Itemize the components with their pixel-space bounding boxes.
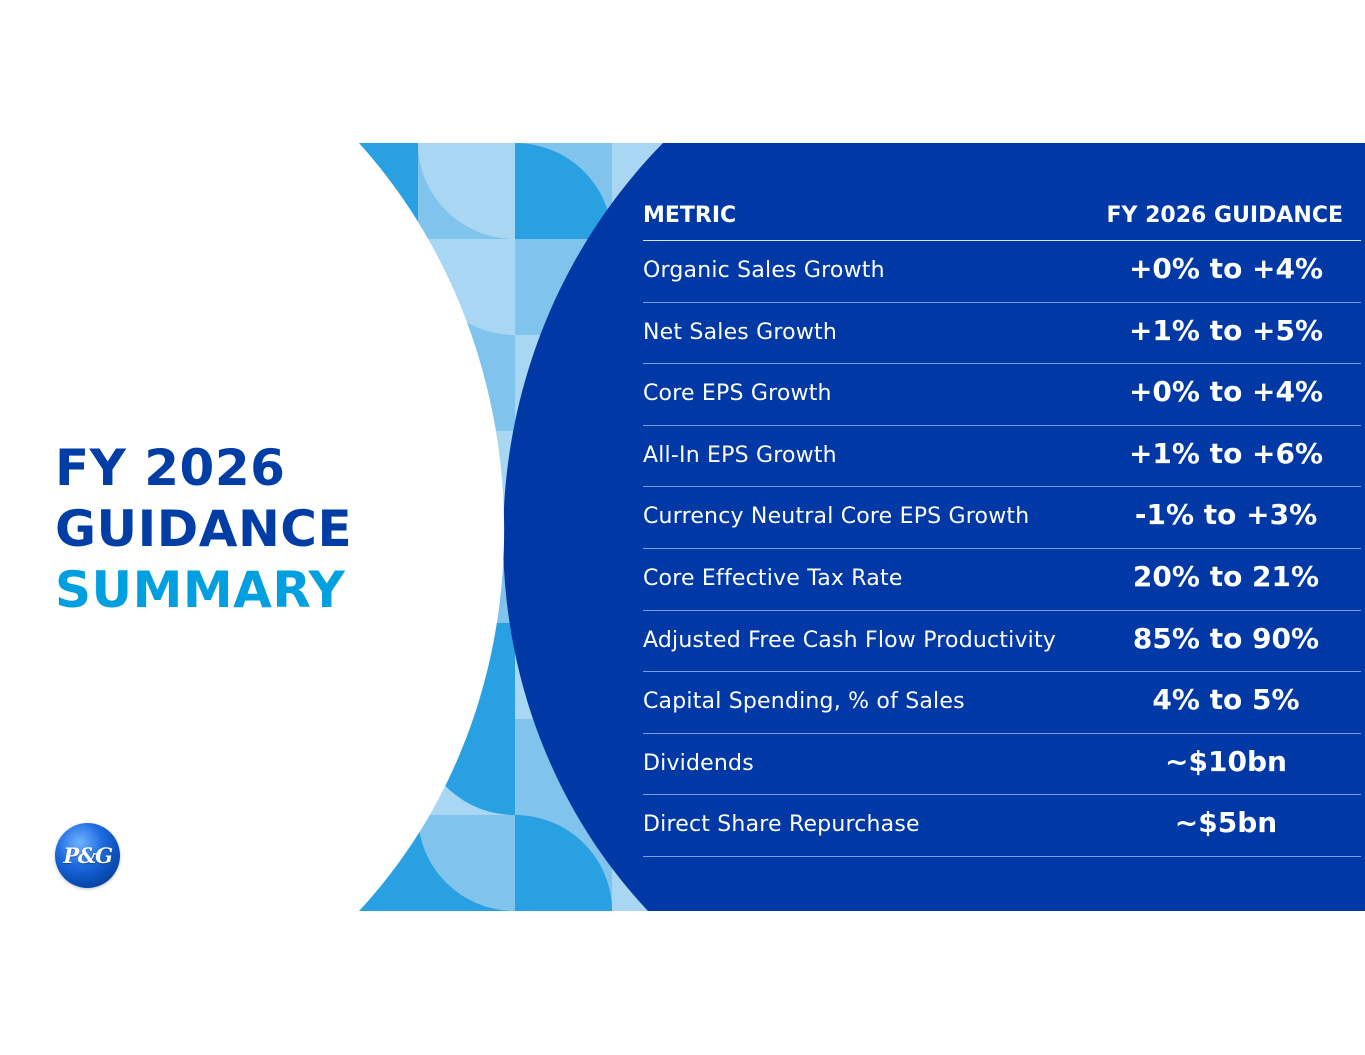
header-guidance: FY 2026 GUIDANCE — [1106, 203, 1344, 228]
row-metric: Dividends — [643, 750, 754, 776]
title-line-fy: FY 2026 — [55, 439, 286, 497]
row-value: +0% to +4% — [1128, 375, 1324, 409]
white-arc — [310, 143, 505, 911]
table-row: Organic Sales Growth +0% to +4% — [643, 241, 1361, 303]
row-metric: Currency Neutral Core EPS Growth — [643, 504, 1030, 530]
table-row: Direct Share Repurchase ~$5bn — [643, 795, 1361, 857]
row-value: 20% to 21% — [1132, 559, 1320, 593]
row-metric: Direct Share Repurchase — [643, 812, 920, 838]
table-row: Currency Neutral Core EPS Growth -1% to … — [643, 487, 1361, 549]
row-metric: Net Sales Growth — [643, 319, 837, 345]
row-value: ~$10bn — [1165, 744, 1287, 778]
row-value: -1% to +3% — [1134, 498, 1318, 532]
row-metric: Organic Sales Growth — [643, 258, 885, 283]
row-value: 85% to 90% — [1132, 621, 1320, 655]
table-row: All-In EPS Growth +1% to +6% — [643, 426, 1361, 488]
title-line-guidance: GUIDANCE — [55, 500, 353, 558]
row-value: 4% to 5% — [1152, 683, 1300, 717]
title-line-summary: SUMMARY — [55, 561, 346, 619]
row-value: ~$5bn — [1174, 806, 1278, 840]
row-metric: All-In EPS Growth — [643, 442, 837, 468]
row-metric: Adjusted Free Cash Flow Productivity — [643, 627, 1057, 653]
row-value: +1% to +6% — [1128, 436, 1324, 470]
table-header: METRIC FY 2026 GUIDANCE — [643, 186, 1361, 241]
table-row: Core EPS Growth +0% to +4% — [643, 364, 1361, 426]
table-row: Core Effective Tax Rate 20% to 21% — [643, 549, 1361, 611]
table-row: Dividends ~$10bn — [643, 734, 1361, 796]
row-metric: Core Effective Tax Rate — [643, 565, 903, 591]
header-metric: METRIC — [643, 203, 737, 228]
navy-panel — [503, 143, 1365, 911]
pg-logo-icon: P&G — [55, 823, 120, 888]
table-row: Net Sales Growth +1% to +5% — [643, 303, 1361, 365]
row-value: +0% to +4% — [1128, 252, 1324, 285]
table-row: Capital Spending, % of Sales 4% to 5% — [643, 672, 1361, 734]
row-value: +1% to +5% — [1128, 313, 1324, 347]
table-row: Adjusted Free Cash Flow Productivity 85%… — [643, 611, 1361, 673]
row-metric: Capital Spending, % of Sales — [643, 689, 965, 715]
logo-text: P&G — [63, 843, 113, 868]
row-metric: Core EPS Growth — [643, 381, 832, 407]
slide-title: FY 2026 GUIDANCE SUMMARY — [55, 438, 352, 621]
guidance-table: METRIC FY 2026 GUIDANCE Organic Sales Gr… — [643, 186, 1361, 857]
